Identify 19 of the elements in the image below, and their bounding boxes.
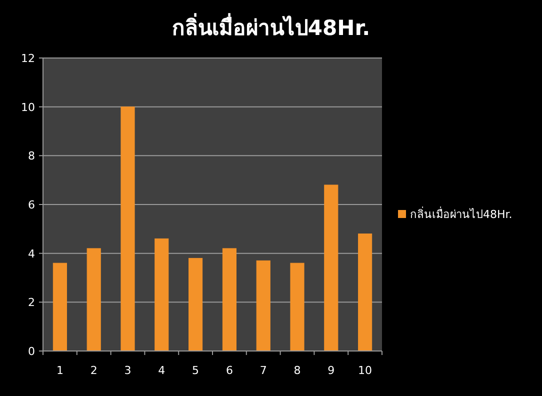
y-tick-label: 10 (21, 100, 35, 114)
y-tick-label: 12 (21, 52, 35, 65)
x-tick-label: 1 (56, 364, 64, 377)
legend-label: กลิ่นเมื่อผ่านไป48Hr. (410, 206, 512, 221)
y-tick-label: 2 (28, 296, 35, 310)
y-tick-label: 8 (28, 150, 35, 163)
y-tick-label: 0 (28, 345, 35, 358)
x-tick-label: 3 (124, 364, 132, 377)
x-tick-label: 9 (328, 364, 335, 377)
y-tick-label: 6 (28, 198, 35, 212)
x-tick-label: 8 (294, 364, 301, 377)
x-tick-label: 5 (192, 364, 200, 377)
chart-title: กลิ่นเมื่อผ่านไป48Hr. (172, 12, 370, 40)
x-tick-label: 10 (358, 364, 372, 377)
x-tick-label: 4 (158, 364, 166, 377)
x-tick-label: 2 (90, 364, 98, 377)
x-tick-label: 6 (226, 364, 233, 377)
x-tick-label: 7 (260, 364, 267, 377)
y-tick-label: 4 (28, 247, 35, 260)
